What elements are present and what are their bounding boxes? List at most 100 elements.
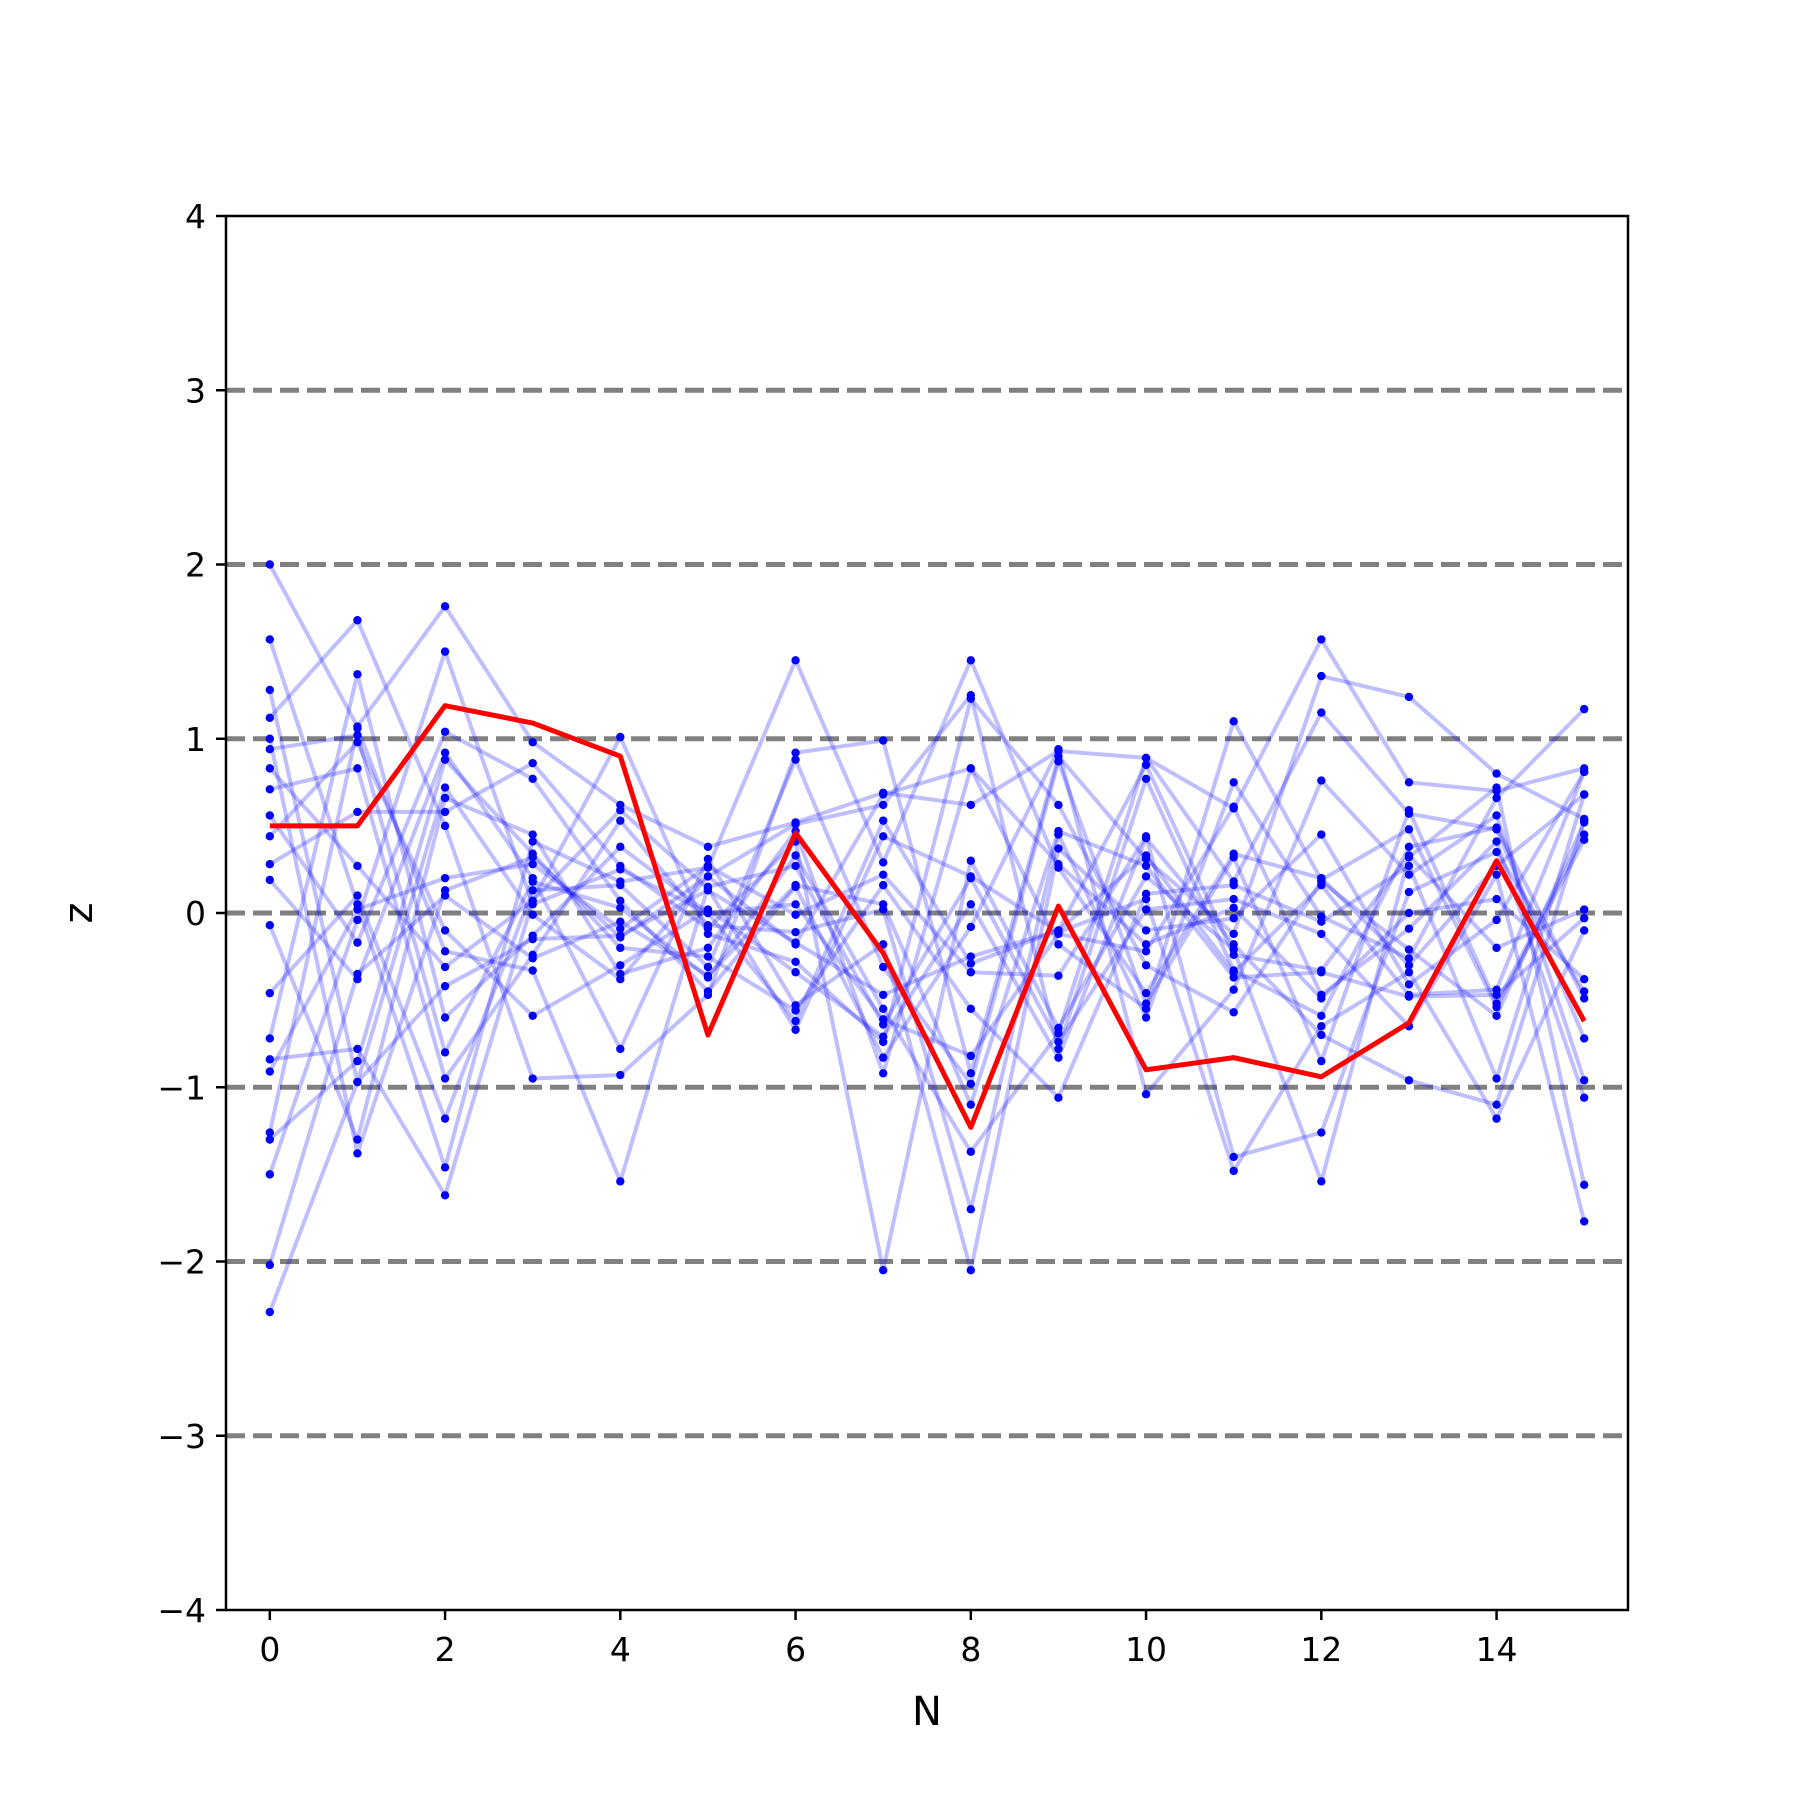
sample-point	[1141, 851, 1151, 860]
x-axis-ticks: 0 2 4 6 8 10 12 14	[259, 1610, 1518, 1669]
sample-point	[1579, 994, 1589, 1003]
sample-point	[616, 924, 625, 933]
sample-point	[616, 842, 625, 851]
sample-point	[265, 1034, 275, 1043]
x-tick-label: 14	[1476, 1630, 1518, 1669]
sample-point	[966, 1266, 976, 1275]
sample-point	[616, 1044, 625, 1054]
sample-point	[1404, 861, 1414, 871]
sample-point	[703, 872, 713, 881]
sample-point	[1229, 1008, 1238, 1017]
sample-series-line	[269, 707, 1586, 1212]
sample-point	[616, 903, 625, 912]
sample-point	[265, 764, 275, 773]
sample-point	[966, 1205, 976, 1214]
sample-point	[1141, 961, 1151, 970]
sample-point	[1404, 805, 1414, 815]
sample-point	[353, 616, 362, 625]
sample-point	[1054, 926, 1063, 935]
sample-point	[1054, 844, 1063, 853]
sample-point	[353, 891, 362, 900]
sample-point	[616, 865, 625, 874]
sample-series-line	[269, 696, 1587, 1198]
sample-point	[1579, 790, 1589, 799]
sample-point	[1492, 783, 1501, 792]
sample-point	[1317, 830, 1326, 839]
sample-point	[791, 861, 800, 871]
sample-point	[1579, 704, 1589, 714]
sample-point	[265, 1135, 275, 1144]
sample-point	[353, 1077, 362, 1087]
sample-point	[1229, 802, 1238, 811]
sample-point	[1317, 708, 1326, 717]
sample-series-line	[268, 563, 1585, 849]
x-tick-label: 10	[1125, 1630, 1167, 1669]
sample-point	[616, 943, 625, 953]
sample-point	[353, 1135, 362, 1144]
sample-point	[1054, 940, 1063, 949]
sample-point	[1492, 943, 1501, 953]
sample-point	[1054, 1044, 1063, 1054]
sample-point	[791, 1025, 800, 1034]
sample-point	[440, 947, 450, 956]
sample-point	[791, 755, 800, 764]
sample-point	[1404, 778, 1414, 787]
sample-point	[616, 805, 625, 815]
sample-point	[440, 821, 450, 831]
sample-point	[265, 1055, 275, 1064]
sample-series-line	[268, 757, 1587, 1142]
sample-point	[440, 962, 450, 972]
sample-point	[616, 969, 625, 979]
sample-point	[966, 952, 976, 961]
sample-point	[1579, 1093, 1589, 1102]
sample-point	[440, 1048, 450, 1057]
sample-point	[440, 1074, 450, 1083]
sample-point	[1492, 915, 1501, 925]
sample-point	[1141, 774, 1151, 784]
sample-series-line	[268, 740, 1587, 1107]
sample-point	[1579, 830, 1589, 839]
sample-point	[353, 915, 362, 925]
sample-point	[1317, 990, 1326, 1000]
sample-point	[1579, 767, 1589, 777]
sample-point	[528, 886, 537, 895]
sample-point	[1317, 968, 1326, 977]
sample-point	[1492, 811, 1501, 820]
sample-point	[703, 908, 713, 918]
sample-point	[878, 800, 888, 810]
sample-point	[265, 713, 275, 723]
y-tick-label: −1	[157, 1068, 206, 1107]
sample-point	[1141, 1090, 1151, 1099]
sample-point	[440, 1163, 450, 1172]
sample-series-line	[269, 710, 1587, 1154]
sample-point	[265, 1128, 275, 1137]
sample-point	[528, 774, 537, 784]
sample-series-line	[268, 757, 1586, 1121]
sample-point	[1317, 929, 1326, 939]
sample-point	[1054, 1053, 1063, 1062]
sample-point	[1054, 860, 1063, 869]
sample-point	[528, 954, 537, 963]
sample-point	[1404, 961, 1414, 970]
sample-point	[265, 1260, 275, 1270]
sample-point	[265, 988, 275, 998]
sample-point	[1317, 1128, 1326, 1137]
sample-point	[791, 968, 800, 977]
sample-point	[791, 748, 800, 757]
sample-point	[1229, 914, 1238, 923]
sample-point	[1404, 825, 1414, 834]
sample-point	[528, 873, 537, 883]
sample-point	[528, 758, 537, 768]
sample-point	[1404, 842, 1414, 851]
sample-point	[1229, 778, 1238, 787]
sample-point	[966, 1100, 976, 1109]
sample-point	[966, 800, 976, 810]
sample-point	[1141, 988, 1151, 998]
sample-point	[1492, 870, 1501, 879]
sample-series-line	[267, 766, 1586, 1142]
sample-series-line	[267, 771, 1587, 1313]
sample-point	[1579, 1076, 1589, 1085]
sample-point	[703, 929, 713, 939]
sample-point	[440, 647, 450, 656]
